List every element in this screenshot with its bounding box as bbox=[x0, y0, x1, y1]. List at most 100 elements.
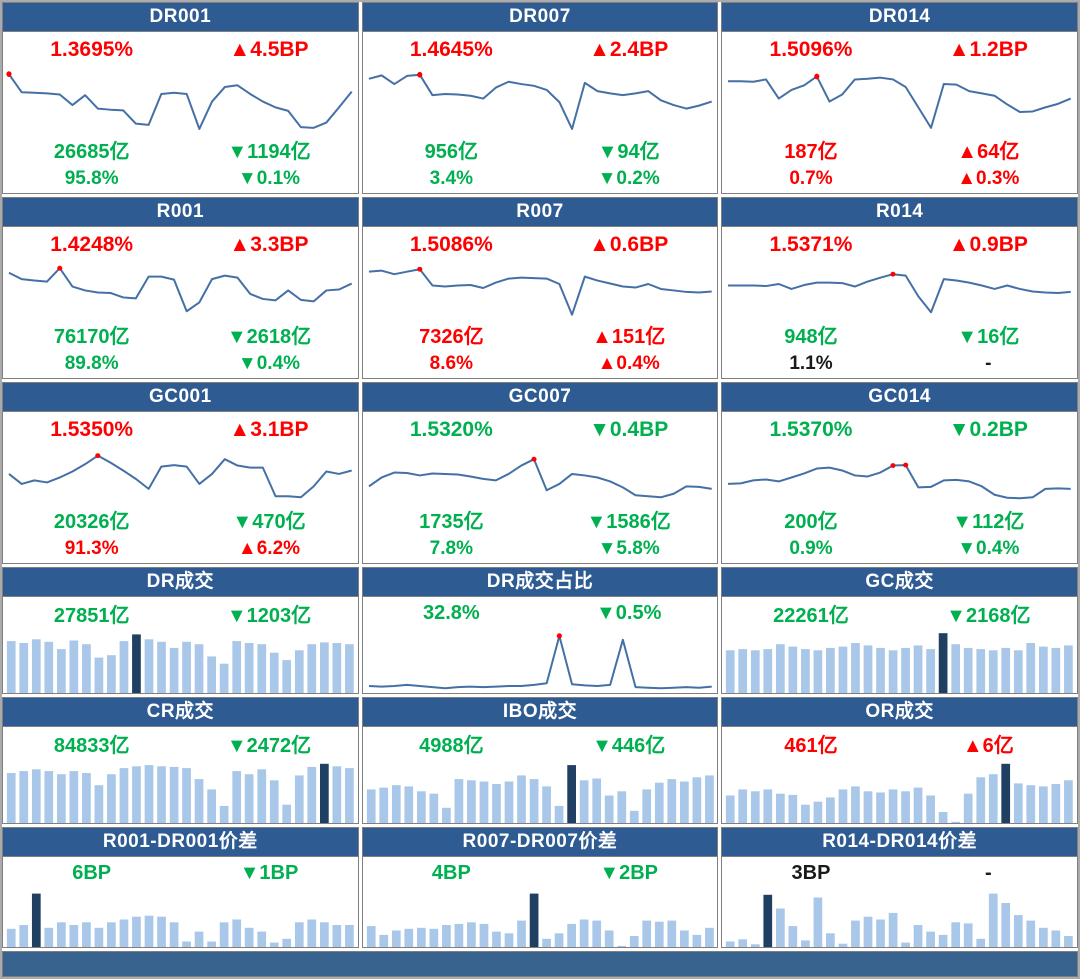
stat-value: 3.4% bbox=[429, 168, 473, 189]
stat-value: 1.5086% bbox=[409, 233, 493, 256]
stat-row-primary: 1.4645% ▲2.4BP bbox=[363, 32, 718, 68]
panel-GC001: GC001 1.5350% ▲3.1BP 20326亿 ▼470亿 91.3% ▲6.2% bbox=[2, 382, 359, 564]
stat-change: ▼2472亿 bbox=[226, 734, 312, 757]
panel-title: R007 bbox=[362, 198, 718, 227]
stat-row-share: 91.3% ▲6.2% bbox=[3, 535, 358, 563]
line-chart-DR014 bbox=[722, 68, 1077, 134]
stat-value: 32.8% bbox=[422, 601, 480, 624]
stat-change: ▼112亿 bbox=[952, 511, 1025, 533]
stat-value: 84833亿 bbox=[53, 734, 130, 757]
footer-bar bbox=[2, 951, 1078, 977]
stat-change: ▼446亿 bbox=[592, 734, 666, 757]
stat-value: 461亿 bbox=[784, 734, 838, 757]
stat-value: 26685亿 bbox=[53, 141, 130, 163]
panel-R014-DR014价差: R014-DR014价差 3BP - bbox=[721, 827, 1078, 948]
panel-title: R007-DR007价差 bbox=[362, 828, 718, 857]
stat-row-share: 8.6% ▲0.4% bbox=[363, 350, 718, 378]
stat-change: ▼5.8% bbox=[597, 538, 660, 559]
stat-change: ▼94亿 bbox=[597, 141, 660, 163]
stat-value: 200亿 bbox=[784, 511, 838, 533]
panel-title: R001-DR001价差 bbox=[3, 828, 358, 857]
bar-chart-GC成交 bbox=[722, 629, 1077, 693]
stat-change: ▲0.3% bbox=[957, 168, 1020, 189]
stat-value: 1.5350% bbox=[50, 418, 134, 441]
line-chart-GC001 bbox=[3, 448, 358, 504]
panel-title: GC007 bbox=[362, 383, 718, 412]
stat-change: ▼1BP bbox=[239, 861, 299, 884]
bar-chart-OR成交 bbox=[722, 759, 1077, 823]
panel-title: GC001 bbox=[3, 383, 358, 412]
stat-row-share: 1.1% - bbox=[722, 350, 1077, 378]
stat-value: 956亿 bbox=[424, 141, 479, 163]
stat-row-share: 0.9% ▼0.4% bbox=[722, 535, 1077, 563]
stat-change: ▲64亿 bbox=[957, 141, 1020, 163]
stat-change: ▼1203亿 bbox=[226, 604, 312, 627]
stat-value: 1.5370% bbox=[769, 418, 853, 441]
stat-row-primary: 3BP - bbox=[722, 857, 1077, 889]
stat-value: 6BP bbox=[72, 861, 112, 884]
stat-value: 1.4248% bbox=[50, 233, 134, 256]
stat-value: 91.3% bbox=[64, 538, 119, 559]
stat-value: 4988亿 bbox=[419, 734, 484, 757]
stat-value: 8.6% bbox=[429, 353, 473, 374]
line-chart-R014 bbox=[722, 263, 1077, 319]
stat-change: ▼0.5% bbox=[595, 601, 662, 624]
panel-GC007: GC007 1.5320% ▼0.4BP 1735亿 ▼1586亿 7.8% ▼5.8% bbox=[361, 382, 719, 564]
stat-row-vol: 187亿 ▲64亿 bbox=[722, 134, 1077, 165]
panel-CR成交: CR成交 84833亿 ▼2472亿 bbox=[2, 697, 359, 824]
panel-title: DR014 bbox=[722, 3, 1077, 32]
stat-row-primary: 27851亿 ▼1203亿 bbox=[3, 597, 358, 629]
panel-title: DR001 bbox=[3, 3, 358, 32]
bar-chart-CR成交 bbox=[3, 759, 358, 823]
panel-DR001: DR001 1.3695% ▲4.5BP 26685亿 ▼1194亿 95.8% ▼0.1% bbox=[2, 2, 359, 194]
stat-value: 187亿 bbox=[784, 141, 838, 163]
panel-R001: R001 1.4248% ▲3.3BP 76170亿 ▼2618亿 89.8% ▼0.4% bbox=[2, 197, 359, 379]
stat-row-vol: 1735亿 ▼1586亿 bbox=[363, 504, 718, 535]
line-chart-R007 bbox=[363, 263, 718, 319]
stat-change: ▼0.4% bbox=[237, 353, 301, 374]
stat-row-vol: 26685亿 ▼1194亿 bbox=[3, 134, 358, 165]
stat-change: ▼0.4BP bbox=[589, 418, 669, 441]
panel-title: GC014 bbox=[722, 383, 1077, 412]
panel-title: R014-DR014价差 bbox=[722, 828, 1077, 857]
stat-row-share: 0.7% ▲0.3% bbox=[722, 165, 1077, 193]
line-chart-DR001 bbox=[3, 68, 358, 134]
stat-value: 89.8% bbox=[64, 353, 119, 374]
bar-chart-R007-DR007价差 bbox=[363, 889, 718, 947]
stat-change: ▲0.6BP bbox=[589, 233, 669, 256]
panel-title: GC成交 bbox=[722, 568, 1077, 597]
stat-value: 7.8% bbox=[429, 538, 473, 559]
stat-row-primary: 461亿 ▲6亿 bbox=[722, 727, 1077, 759]
panel-title: OR成交 bbox=[722, 698, 1077, 727]
stat-row-share: 95.8% ▼0.1% bbox=[3, 165, 358, 193]
stat-value: 1.1% bbox=[789, 353, 833, 374]
panel-DR成交: DR成交 27851亿 ▼1203亿 bbox=[2, 567, 359, 694]
stat-value: 1.3695% bbox=[50, 38, 134, 61]
panel-title: IBO成交 bbox=[362, 698, 718, 727]
stat-row-primary: 1.5096% ▲1.2BP bbox=[722, 32, 1077, 68]
stat-value: 27851亿 bbox=[53, 604, 130, 627]
panel-DR成交占比: DR成交占比 32.8% ▼0.5% bbox=[361, 567, 719, 694]
stat-row-share: 7.8% ▼5.8% bbox=[363, 535, 718, 563]
stat-change: ▼0.1% bbox=[237, 168, 301, 189]
stat-value: 1.5096% bbox=[769, 38, 853, 61]
stat-row-vol: 200亿 ▼112亿 bbox=[722, 504, 1077, 535]
stat-row-primary: 1.5370% ▼0.2BP bbox=[722, 412, 1077, 448]
stat-value: 0.9% bbox=[789, 538, 833, 559]
stat-row-primary: 1.3695% ▲4.5BP bbox=[3, 32, 358, 68]
stat-row-primary: 1.5371% ▲0.9BP bbox=[722, 227, 1077, 263]
stat-value: 3BP bbox=[791, 861, 831, 884]
panel-title: DR成交占比 bbox=[362, 568, 718, 597]
stat-change: ▼0.2BP bbox=[948, 418, 1028, 441]
panel-title: CR成交 bbox=[3, 698, 358, 727]
stat-change: ▲0.9BP bbox=[948, 233, 1028, 256]
stat-value: 0.7% bbox=[789, 168, 833, 189]
stat-change: ▲6亿 bbox=[962, 734, 1014, 757]
line-chart-DR成交占比 bbox=[363, 629, 718, 693]
stat-row-vol: 76170亿 ▼2618亿 bbox=[3, 319, 358, 350]
stat-value: 76170亿 bbox=[53, 326, 130, 348]
panel-GC成交: GC成交 22261亿 ▼2168亿 bbox=[721, 567, 1078, 694]
stat-change: ▲151亿 bbox=[592, 326, 666, 348]
panel-GC014: GC014 1.5370% ▼0.2BP 200亿 ▼112亿 0.9% ▼0.4% bbox=[721, 382, 1078, 564]
stat-change: ▲6.2% bbox=[237, 538, 301, 559]
